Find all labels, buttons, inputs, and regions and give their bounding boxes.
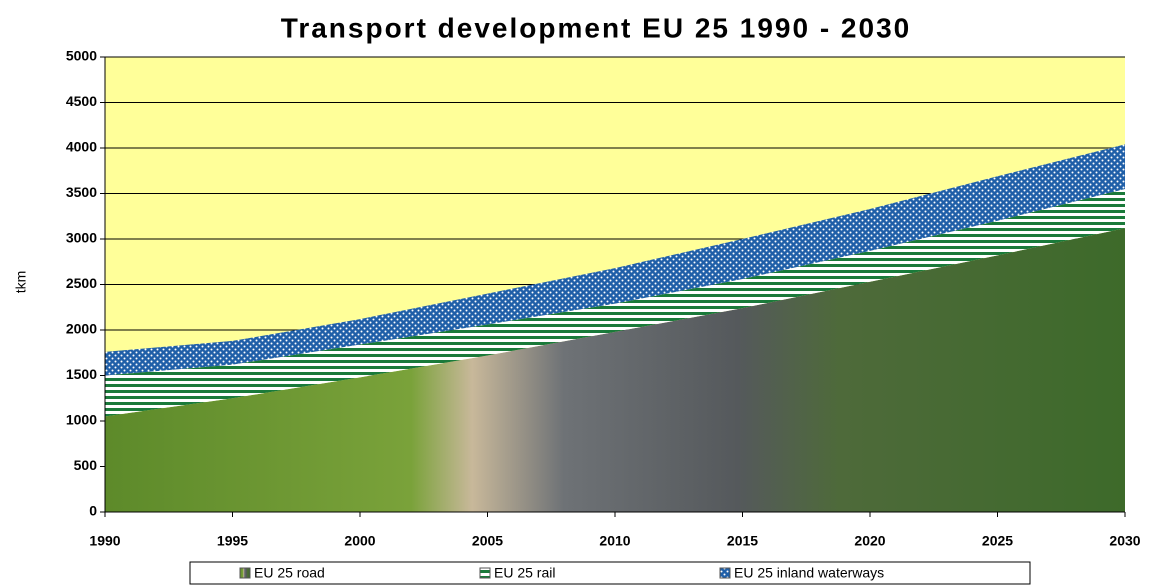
- y-tick-label: 3500: [66, 184, 97, 200]
- x-tick-label: 2010: [599, 533, 630, 549]
- y-tick-label: 2000: [66, 321, 97, 337]
- x-tick-label: 2015: [727, 533, 758, 549]
- area: [105, 228, 1125, 512]
- legend-label: EU 25 rail: [494, 565, 555, 581]
- x-tick-label: 2005: [472, 533, 503, 549]
- y-tick-label: 2500: [66, 275, 97, 291]
- x-tick-label: 1990: [89, 533, 120, 549]
- legend-swatch: [479, 567, 491, 579]
- area: [105, 188, 1125, 417]
- y-tick-label: 3000: [66, 230, 97, 246]
- x-tick-label: 2025: [982, 533, 1013, 549]
- x-tick-label: 2000: [344, 533, 375, 549]
- legend: EU 25 road EU 25 rail EU 25 inland waterwa…: [189, 561, 1031, 585]
- legend-box: [189, 561, 1031, 585]
- x-tick-label: 2020: [854, 533, 885, 549]
- legend-label: EU 25 inland waterways: [734, 565, 884, 581]
- y-tick-label: 500: [74, 457, 98, 473]
- y-tick-label: 5000: [66, 48, 97, 64]
- legend-swatch: [719, 567, 731, 579]
- area: [105, 144, 1125, 376]
- legend-swatch: [239, 567, 251, 579]
- y-axis-label: tkm: [13, 271, 29, 294]
- y-tick-label: 1000: [66, 412, 97, 428]
- y-tick-label: 4000: [66, 139, 97, 155]
- y-tick-label: 0: [89, 503, 97, 519]
- x-tick-label: 1995: [217, 533, 248, 549]
- chart-title: Transport development EU 25 1990 - 2030: [281, 12, 911, 43]
- x-tick-label: 2030: [1109, 533, 1140, 549]
- legend-label: EU 25 road: [254, 565, 325, 581]
- y-tick-label: 4500: [66, 93, 97, 109]
- y-tick-label: 1500: [66, 366, 97, 382]
